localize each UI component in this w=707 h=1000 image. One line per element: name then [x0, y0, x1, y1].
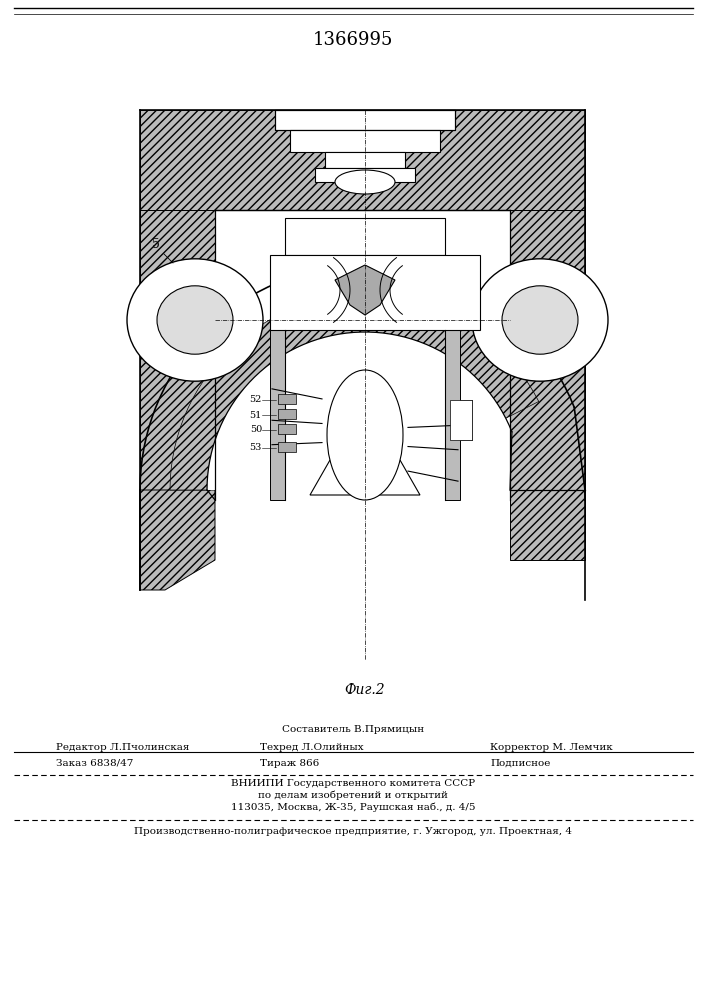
- Text: 50: 50: [250, 426, 262, 434]
- Polygon shape: [325, 152, 405, 168]
- Text: Фиг.2: Фиг.2: [345, 683, 385, 697]
- Text: Тираж 866: Тираж 866: [260, 758, 320, 768]
- Polygon shape: [335, 265, 395, 315]
- Text: Составитель В.Прямицын: Составитель В.Прямицын: [282, 726, 424, 734]
- Polygon shape: [140, 210, 215, 490]
- Polygon shape: [275, 110, 455, 130]
- Ellipse shape: [327, 370, 403, 500]
- Polygon shape: [285, 218, 445, 255]
- Text: 113035, Москва, Ж-35, Раушская наб., д. 4/5: 113035, Москва, Ж-35, Раушская наб., д. …: [230, 802, 475, 812]
- Polygon shape: [510, 490, 585, 560]
- Polygon shape: [510, 210, 585, 490]
- Polygon shape: [270, 255, 480, 330]
- Bar: [278, 409, 296, 419]
- Bar: [450, 400, 472, 440]
- Polygon shape: [275, 110, 455, 130]
- Text: 52: 52: [250, 395, 262, 404]
- Polygon shape: [310, 460, 420, 495]
- Polygon shape: [445, 330, 460, 500]
- Text: Корректор М. Лемчик: Корректор М. Лемчик: [490, 744, 613, 752]
- Bar: [278, 442, 296, 452]
- Ellipse shape: [502, 286, 578, 354]
- Bar: [278, 394, 296, 404]
- Text: Редактор Л.Пчолинская: Редактор Л.Пчолинская: [56, 744, 189, 752]
- Text: Техред Л.Олийных: Техред Л.Олийных: [260, 744, 363, 752]
- Polygon shape: [207, 332, 512, 500]
- Text: Заказ 6838/47: Заказ 6838/47: [56, 758, 134, 768]
- Text: по делам изобретений и открытий: по делам изобретений и открытий: [258, 790, 448, 800]
- Text: 5: 5: [152, 238, 160, 251]
- Ellipse shape: [127, 259, 263, 381]
- Text: 1366995: 1366995: [312, 31, 393, 49]
- Polygon shape: [270, 330, 285, 500]
- Polygon shape: [170, 295, 539, 490]
- Ellipse shape: [335, 170, 395, 194]
- Polygon shape: [290, 130, 440, 152]
- Text: Подписное: Подписное: [490, 758, 550, 768]
- Text: ВНИИПИ Государственного комитета СССР: ВНИИПИ Государственного комитета СССР: [231, 778, 475, 788]
- Polygon shape: [140, 110, 585, 210]
- Ellipse shape: [472, 259, 608, 381]
- Text: Производственно-полиграфическое предприятие, г. Ужгород, ул. Проектная, 4: Производственно-полиграфическое предприя…: [134, 828, 572, 836]
- Ellipse shape: [157, 286, 233, 354]
- Polygon shape: [140, 490, 215, 590]
- Bar: [278, 424, 296, 434]
- Polygon shape: [315, 168, 415, 182]
- Text: 53: 53: [250, 444, 262, 452]
- Polygon shape: [290, 130, 440, 140]
- Text: 51: 51: [250, 410, 262, 420]
